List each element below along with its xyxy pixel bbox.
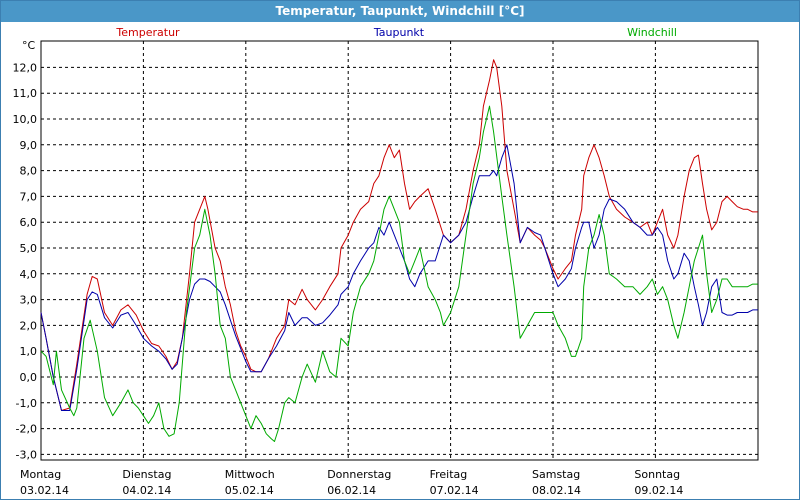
y-tick-label: -3,0 — [16, 448, 37, 461]
legend-taupunkt: Taupunkt — [373, 26, 425, 39]
legend-temperatur: Temperatur — [115, 26, 180, 39]
series-lines — [40, 59, 758, 442]
y-tick-label: 1,0 — [20, 345, 38, 358]
y-tick-label: 8,0 — [20, 165, 38, 178]
x-axis-ticks: Montag 03.02.14 Dienstag 04.02.14 Mittwoch 05… — [20, 468, 683, 497]
y-tick-label: 11,0 — [13, 87, 38, 100]
y-tick-label: 5,0 — [20, 242, 38, 255]
x-tick-date-label: 05.02.14 — [225, 484, 274, 497]
legend-windchill: Windchill — [627, 26, 677, 39]
grid — [41, 41, 758, 460]
x-tick-day-label: Mittwoch — [225, 468, 275, 481]
x-tick-date-label: 03.02.14 — [20, 484, 69, 497]
plot-frame — [40, 40, 759, 461]
y-tick-label: 10,0 — [13, 113, 38, 126]
x-tick-date-label: 07.02.14 — [430, 484, 479, 497]
x-tick-day-label: Freitag — [430, 468, 468, 481]
series-line-taupunkt — [40, 144, 758, 411]
x-tick-date-label: 09.02.14 — [634, 484, 683, 497]
x-tick-date-label: 08.02.14 — [532, 484, 581, 497]
y-tick-label: 4,0 — [20, 268, 38, 281]
y-tick-label: 0,0 — [20, 371, 38, 384]
x-tick-day-label: Sonntag — [634, 468, 680, 481]
y-tick-label: 6,0 — [20, 216, 38, 229]
y-tick-label: 2,0 — [20, 319, 38, 332]
x-tick-date-label: 04.02.14 — [122, 484, 171, 497]
y-tick-label: 7,0 — [20, 190, 38, 203]
x-tick-day-label: Donnerstag — [327, 468, 391, 481]
y-tick-label: 9,0 — [20, 139, 38, 152]
y-tick-label: -1,0 — [16, 397, 37, 410]
series-line-windchill — [40, 105, 758, 442]
y-tick-label: 3,0 — [20, 294, 38, 307]
x-tick-day-label: Montag — [20, 468, 61, 481]
y-axis-unit: °C — [22, 39, 36, 52]
y-tick-label: 12,0 — [13, 61, 38, 74]
x-tick-day-label: Dienstag — [122, 468, 171, 481]
y-axis-ticks: 12,0 11,0 10,0 9,0 8,0 7,0 6,0 5,0 4,0 3,0 2,0 1,0 0… — [13, 61, 38, 461]
x-tick-day-label: Samstag — [532, 468, 580, 481]
x-tick-date-label: 06.02.14 — [327, 484, 376, 497]
chart-title: Temperatur, Taupunkt, Windchill [°C] — [1, 1, 799, 22]
y-tick-label: -2,0 — [16, 423, 37, 436]
